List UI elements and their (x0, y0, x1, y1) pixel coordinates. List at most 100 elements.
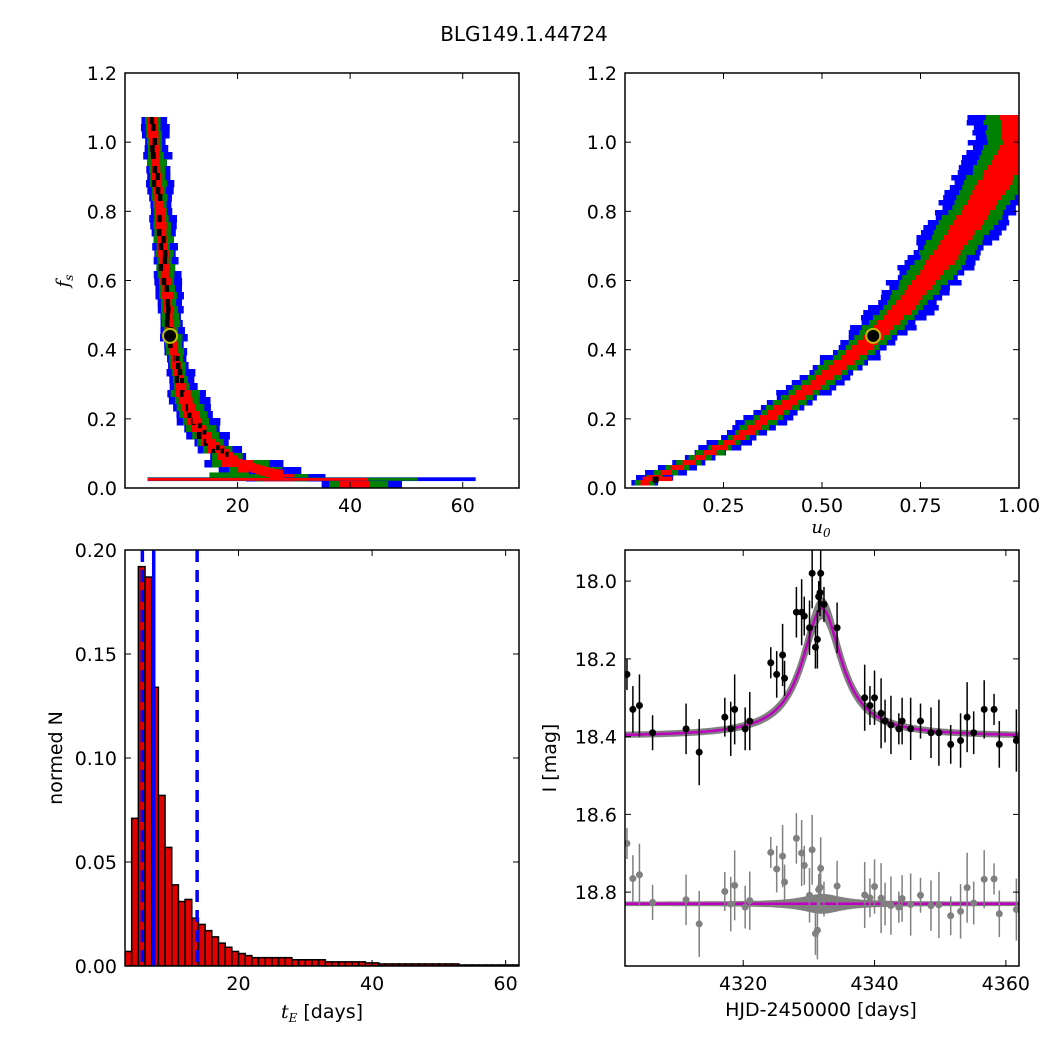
density-cell-peak (175, 362, 181, 370)
density-cell (948, 225, 981, 231)
density-cell (723, 440, 735, 446)
density-cell (983, 120, 1019, 126)
residual-point (963, 884, 971, 892)
residual-point (907, 901, 915, 909)
density-cell-peak (162, 257, 168, 265)
residual-point (995, 910, 1003, 918)
density-cell (160, 271, 169, 279)
data-point (813, 635, 821, 643)
residual-point (980, 875, 988, 883)
density-cell (1001, 120, 1019, 126)
data-point (871, 694, 879, 702)
density-cell-peak (161, 278, 167, 286)
density-cell (754, 420, 768, 426)
x-axis-label-hjd: HJD-2450000 [days] (725, 999, 917, 1021)
density-cell-peak (161, 236, 166, 244)
density-cell (694, 455, 706, 461)
density-cell-peak (162, 250, 168, 258)
y-tick-label: 0.6 (87, 271, 117, 293)
histogram-bar (144, 576, 153, 966)
density-cell-peak (157, 194, 163, 202)
residual-point (806, 891, 814, 899)
density-cell (886, 310, 912, 316)
density-cell-peak (174, 376, 180, 384)
density-cell (153, 180, 162, 188)
density-cell (1002, 140, 1019, 146)
y-axis-label-fs: fs (53, 275, 76, 290)
residual-point (727, 900, 735, 908)
density-cell-peak (155, 187, 161, 195)
x-tick-label: 60 (494, 973, 518, 995)
histogram-bar (197, 923, 206, 966)
x-tick-label: 1.00 (998, 495, 1040, 517)
data-point (817, 569, 825, 577)
density-cell (956, 215, 988, 221)
histogram-bar (304, 959, 313, 966)
x-axis-label-u0: u0 (811, 517, 831, 540)
residual-point (833, 882, 841, 890)
residual-point (695, 920, 703, 928)
histogram-bar (204, 929, 213, 966)
density-cell (772, 405, 793, 411)
residual-point (625, 839, 631, 847)
y-tick-label: 0.15 (75, 644, 117, 666)
density-core-peak (652, 476, 659, 483)
density-cell-peak (177, 369, 183, 377)
density-cell (148, 131, 159, 139)
residual-point (820, 895, 828, 903)
density-cell (660, 470, 672, 476)
density-cell (711, 445, 728, 451)
density-cell (810, 380, 826, 386)
histogram-bar (164, 846, 173, 966)
data-point (935, 729, 943, 737)
density-cell (821, 370, 842, 376)
residual-point (927, 902, 935, 910)
residual-point (798, 849, 806, 857)
density-cell-peak (155, 173, 160, 181)
data-point (792, 608, 800, 616)
y-tick-label: 0.8 (87, 201, 117, 223)
density-cell (156, 229, 167, 237)
density-cell (682, 460, 696, 466)
data-point (649, 729, 657, 737)
data-point (963, 713, 971, 721)
density-cell (969, 195, 1002, 201)
y-tick-label: 0.4 (87, 340, 117, 362)
y-tick-label: 0.05 (75, 852, 117, 874)
data-point (808, 569, 816, 577)
density-cell (987, 165, 1019, 171)
x-tick-label: 0.25 (702, 495, 744, 517)
density-core (246, 461, 252, 472)
density-cell (998, 150, 1019, 156)
density-core (206, 433, 212, 444)
density-cell-peak (156, 229, 162, 237)
density-cell (915, 275, 941, 281)
data-point (629, 705, 637, 713)
density-core (273, 468, 279, 479)
density-cell-peak (196, 432, 202, 440)
data-point (881, 717, 889, 725)
y-tick-label: 18.4 (575, 727, 617, 749)
density-cell (857, 340, 879, 346)
y-tick-label: 1.0 (87, 132, 117, 154)
residual-point (881, 900, 889, 908)
density-cell (170, 348, 178, 356)
data-point (695, 748, 703, 756)
histogram-bar (184, 898, 193, 966)
y-tick-label: 18.2 (575, 649, 617, 671)
density-cell (938, 245, 964, 251)
density-cell (815, 375, 835, 381)
density-cell (900, 295, 923, 301)
density-cell (738, 430, 756, 436)
density-cell (876, 320, 901, 326)
plot-frame (624, 549, 1020, 967)
density-cell (974, 185, 1010, 191)
residual-point (877, 894, 885, 902)
density-cell (155, 222, 167, 230)
density-cell (911, 280, 936, 286)
data-point (781, 674, 789, 682)
residual-point (746, 897, 754, 905)
y-tick-label: 18.8 (575, 882, 617, 904)
histogram-bar (170, 884, 180, 966)
